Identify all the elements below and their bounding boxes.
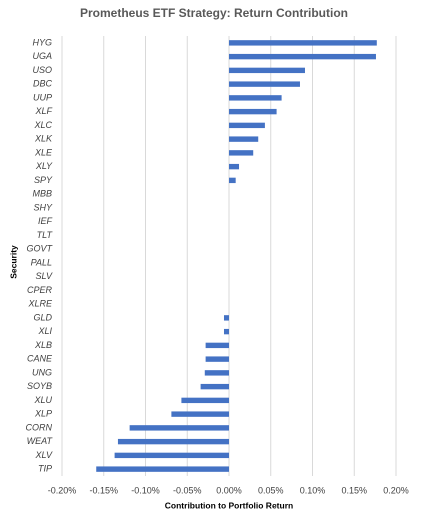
x-tick-label: 0.15% bbox=[341, 485, 367, 495]
x-tick-label: -0.20% bbox=[48, 485, 77, 495]
y-tick-label: TLT bbox=[37, 230, 54, 240]
y-tick-label: SHY bbox=[33, 202, 53, 212]
bar bbox=[229, 40, 377, 46]
bar bbox=[117, 438, 229, 445]
bar bbox=[204, 370, 229, 376]
bar bbox=[229, 95, 282, 101]
y-tick-label: UUP bbox=[33, 92, 52, 102]
bar bbox=[96, 466, 229, 472]
x-tick-label: 0.20% bbox=[383, 485, 409, 495]
bar bbox=[200, 383, 229, 390]
y-tick-label: XLI bbox=[37, 326, 52, 336]
x-tick-label: -0.10% bbox=[131, 485, 160, 495]
x-tick-label: 0.10% bbox=[300, 485, 326, 495]
bar bbox=[229, 81, 300, 87]
y-tick-label: MBB bbox=[32, 189, 52, 199]
bar bbox=[205, 342, 229, 349]
chart-title: Prometheus ETF Strategy: Return Contribu… bbox=[80, 6, 348, 20]
y-tick-label: SLV bbox=[35, 271, 53, 281]
x-tick-label: -0.15% bbox=[89, 485, 118, 495]
bar bbox=[171, 411, 229, 417]
x-tick-label: 0.00% bbox=[216, 485, 242, 495]
bar bbox=[229, 136, 259, 142]
bar bbox=[229, 53, 376, 60]
y-tick-label: XLRE bbox=[27, 299, 53, 309]
y-tick-label: XLY bbox=[35, 161, 53, 171]
y-tick-label: GOVT bbox=[26, 244, 53, 254]
y-tick-label: UNG bbox=[32, 367, 52, 377]
bar bbox=[229, 122, 265, 129]
y-tick-label: CPER bbox=[27, 285, 53, 295]
y-tick-label: USO bbox=[32, 65, 52, 75]
y-tick-label: HYG bbox=[32, 37, 52, 47]
bar bbox=[223, 315, 229, 321]
y-tick-label: XLU bbox=[33, 395, 52, 405]
y-tick-label: XLV bbox=[34, 450, 53, 460]
x-tick-label: 0.05% bbox=[258, 485, 284, 495]
bar bbox=[223, 328, 229, 335]
y-tick-label: XLF bbox=[34, 106, 52, 116]
y-tick-label: CORN bbox=[26, 422, 53, 432]
bar bbox=[229, 67, 305, 74]
y-tick-label: SOYB bbox=[27, 381, 52, 391]
bar bbox=[129, 425, 229, 431]
y-tick-label: XLP bbox=[34, 409, 52, 419]
bar bbox=[229, 108, 277, 115]
bar bbox=[205, 356, 229, 362]
y-tick-label: IEF bbox=[38, 216, 53, 226]
y-tick-label: XLC bbox=[33, 120, 52, 130]
y-tick-label: WEAT bbox=[27, 436, 54, 446]
bar bbox=[229, 150, 254, 156]
y-tick-label: XLB bbox=[34, 340, 52, 350]
y-tick-label: UGA bbox=[32, 51, 52, 61]
bar bbox=[229, 177, 236, 184]
y-tick-label: XLE bbox=[34, 147, 53, 157]
y-tick-label: GLD bbox=[33, 312, 52, 322]
y-tick-label: XLK bbox=[34, 134, 53, 144]
y-tick-label: SPY bbox=[34, 175, 53, 185]
y-tick-label: TIP bbox=[38, 464, 52, 474]
x-axis-title: Contribution to Portfolio Return bbox=[165, 500, 293, 510]
y-tick-label: PALL bbox=[31, 257, 52, 267]
bar bbox=[114, 452, 229, 459]
y-axis-title: Security bbox=[8, 245, 18, 279]
y-tick-label: CANE bbox=[27, 354, 53, 364]
x-tick-label: -0.05% bbox=[173, 485, 202, 495]
bar bbox=[229, 163, 240, 170]
y-tick-label: DBC bbox=[33, 79, 53, 89]
bar bbox=[181, 397, 229, 404]
